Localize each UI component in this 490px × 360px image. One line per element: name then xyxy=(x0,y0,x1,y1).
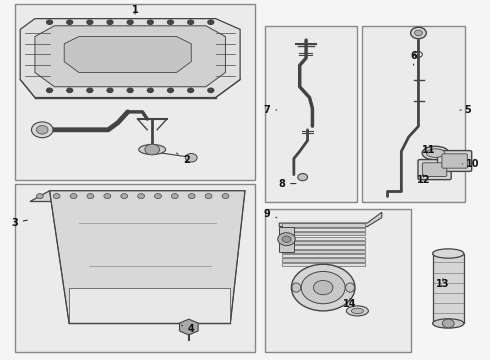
FancyBboxPatch shape xyxy=(418,159,451,180)
Text: 8: 8 xyxy=(278,179,296,189)
Circle shape xyxy=(301,271,345,304)
FancyBboxPatch shape xyxy=(438,150,472,171)
Circle shape xyxy=(87,88,93,93)
Polygon shape xyxy=(49,191,245,323)
Text: 2: 2 xyxy=(176,153,190,165)
Circle shape xyxy=(47,88,52,93)
Ellipse shape xyxy=(433,249,464,258)
Bar xyxy=(282,254,365,257)
Circle shape xyxy=(87,194,94,199)
Circle shape xyxy=(138,194,145,199)
Circle shape xyxy=(147,20,153,24)
Circle shape xyxy=(278,233,295,246)
Text: 14: 14 xyxy=(343,298,357,309)
Text: 3: 3 xyxy=(11,218,27,228)
Circle shape xyxy=(188,88,194,93)
Circle shape xyxy=(145,144,159,155)
Ellipse shape xyxy=(426,149,445,157)
Bar xyxy=(282,263,365,266)
Bar xyxy=(282,250,365,253)
Bar xyxy=(15,184,255,352)
Ellipse shape xyxy=(351,308,364,314)
Text: 9: 9 xyxy=(264,209,277,219)
Ellipse shape xyxy=(433,319,464,328)
Text: 12: 12 xyxy=(416,175,430,185)
Bar xyxy=(265,26,357,202)
Circle shape xyxy=(147,88,153,93)
Circle shape xyxy=(205,194,212,199)
Circle shape xyxy=(415,30,422,36)
Bar xyxy=(282,258,365,262)
Polygon shape xyxy=(69,288,230,323)
Ellipse shape xyxy=(139,144,166,154)
Ellipse shape xyxy=(346,306,368,316)
Circle shape xyxy=(47,20,52,24)
Circle shape xyxy=(222,194,229,199)
Bar xyxy=(282,245,365,248)
Circle shape xyxy=(31,122,53,138)
Circle shape xyxy=(70,194,77,199)
Circle shape xyxy=(188,20,194,24)
Circle shape xyxy=(208,88,214,93)
FancyBboxPatch shape xyxy=(422,163,447,176)
Circle shape xyxy=(172,194,178,199)
Circle shape xyxy=(67,88,73,93)
Circle shape xyxy=(36,126,48,134)
Polygon shape xyxy=(279,226,294,252)
Text: 11: 11 xyxy=(421,144,435,154)
Circle shape xyxy=(168,20,173,24)
Ellipse shape xyxy=(345,283,354,292)
Circle shape xyxy=(121,194,127,199)
Bar xyxy=(282,224,365,226)
Circle shape xyxy=(188,194,195,199)
Text: 10: 10 xyxy=(463,159,479,169)
Circle shape xyxy=(298,174,308,181)
Bar xyxy=(282,228,365,231)
Polygon shape xyxy=(64,37,191,72)
FancyBboxPatch shape xyxy=(442,154,467,168)
Bar xyxy=(362,26,465,202)
Bar xyxy=(265,209,411,352)
Circle shape xyxy=(411,27,426,39)
Bar xyxy=(15,4,255,180)
Text: 4: 4 xyxy=(181,324,195,334)
Circle shape xyxy=(154,194,161,199)
Circle shape xyxy=(314,280,333,295)
Circle shape xyxy=(67,20,73,24)
Circle shape xyxy=(127,20,133,24)
Circle shape xyxy=(53,194,60,199)
Text: 13: 13 xyxy=(436,279,450,289)
Polygon shape xyxy=(279,212,382,226)
Circle shape xyxy=(185,153,197,162)
Circle shape xyxy=(104,194,111,199)
Text: 1: 1 xyxy=(132,5,139,15)
Bar xyxy=(282,232,365,235)
Ellipse shape xyxy=(292,283,301,292)
Polygon shape xyxy=(20,19,240,98)
Text: 7: 7 xyxy=(264,105,277,115)
Bar xyxy=(282,237,365,240)
Polygon shape xyxy=(35,26,225,87)
Circle shape xyxy=(87,20,93,24)
Circle shape xyxy=(292,264,355,311)
Text: 5: 5 xyxy=(460,105,471,115)
Text: 6: 6 xyxy=(410,51,417,65)
Circle shape xyxy=(107,88,113,93)
Circle shape xyxy=(127,88,133,93)
Ellipse shape xyxy=(422,146,449,160)
Bar xyxy=(433,253,464,323)
Bar xyxy=(282,241,365,244)
Circle shape xyxy=(168,88,173,93)
Circle shape xyxy=(282,236,291,242)
Circle shape xyxy=(442,319,454,328)
Circle shape xyxy=(107,20,113,24)
Circle shape xyxy=(36,194,43,199)
Circle shape xyxy=(208,20,214,24)
Polygon shape xyxy=(30,191,245,202)
